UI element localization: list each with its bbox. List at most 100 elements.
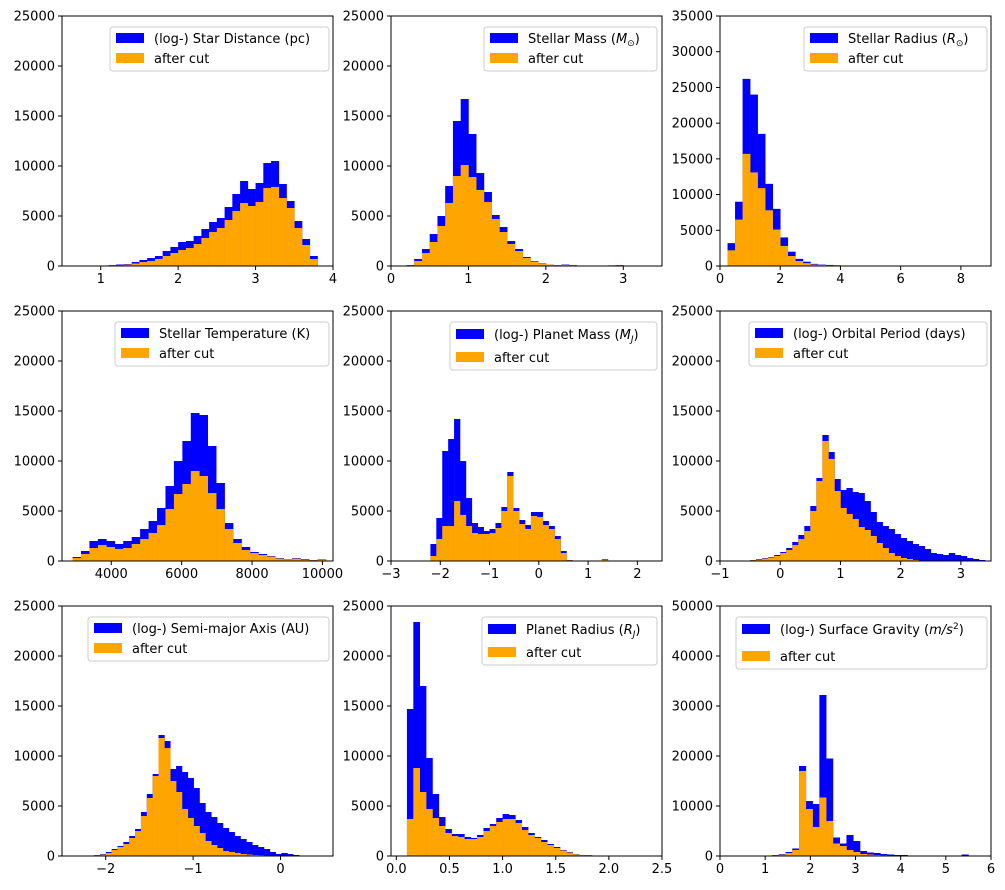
y-tick-label: 10000 bbox=[14, 750, 55, 765]
bar-cut bbox=[451, 836, 459, 856]
legend-swatch-cut bbox=[742, 651, 770, 661]
bar-cut bbox=[548, 529, 555, 561]
x-tick-label: 2.0 bbox=[599, 862, 620, 877]
legend-label-cut: after cut bbox=[132, 642, 187, 657]
bar-cut bbox=[300, 559, 310, 561]
bar-cut bbox=[792, 545, 799, 561]
bar-cut bbox=[864, 530, 871, 561]
y-tick-label: 30000 bbox=[672, 45, 713, 60]
bar-cut bbox=[211, 845, 218, 856]
bar-cut bbox=[139, 262, 148, 266]
bar-all bbox=[426, 758, 433, 856]
y-tick-label: 5000 bbox=[22, 800, 55, 815]
bar-cut bbox=[283, 559, 293, 561]
bar-cut bbox=[131, 544, 141, 561]
bar-cut bbox=[483, 831, 491, 856]
bar-cut bbox=[870, 536, 877, 561]
bar-all bbox=[876, 522, 883, 561]
bar-cut bbox=[853, 852, 861, 856]
bar-cut bbox=[888, 553, 895, 561]
y-tick-label: 25000 bbox=[14, 600, 55, 615]
bar-cut bbox=[501, 511, 508, 561]
bars-stellar-temperature bbox=[72, 413, 333, 561]
x-tick-label: −1 bbox=[480, 567, 499, 582]
y-tick-label: 5000 bbox=[351, 210, 384, 225]
bar-all bbox=[275, 854, 282, 856]
x-tick-label: 4 bbox=[897, 862, 905, 877]
bar-cut bbox=[201, 238, 210, 266]
bar-cut bbox=[123, 844, 130, 856]
bar-cut bbox=[123, 548, 132, 561]
bar-cut bbox=[561, 264, 570, 266]
y-tick-label: 0 bbox=[705, 850, 713, 865]
bar-all bbox=[240, 839, 247, 856]
y-tick-label: 30000 bbox=[672, 700, 713, 715]
x-tick-label: −3 bbox=[381, 567, 400, 582]
y-tick-label: 25000 bbox=[14, 305, 55, 320]
bar-all bbox=[406, 709, 414, 856]
bar-all bbox=[419, 686, 427, 856]
bar-cut bbox=[832, 843, 840, 856]
bar-all bbox=[193, 788, 200, 856]
y-tick-label: 15000 bbox=[343, 110, 384, 125]
bar-cut bbox=[772, 229, 781, 266]
y-tick-label: 10000 bbox=[343, 160, 384, 175]
bar-cut bbox=[178, 250, 187, 266]
bar-cut bbox=[247, 206, 256, 266]
bar-cut bbox=[182, 484, 192, 561]
bar-cut bbox=[429, 242, 438, 266]
y-tick-label: 15000 bbox=[14, 405, 55, 420]
bar-cut bbox=[559, 850, 567, 856]
y-tick-label: 10000 bbox=[343, 750, 384, 765]
bar-cut bbox=[812, 827, 820, 856]
bar-cut bbox=[129, 838, 136, 856]
bar-all bbox=[263, 849, 271, 856]
y-tick-label: 0 bbox=[705, 555, 713, 570]
x-tick-label: 8 bbox=[957, 272, 965, 287]
bar-cut bbox=[470, 839, 478, 856]
bar-cut bbox=[866, 854, 874, 856]
bar-cut bbox=[176, 792, 183, 856]
legend-label-all: (log-) Surface Gravity (m/s2) bbox=[780, 622, 964, 638]
bar-all bbox=[234, 836, 241, 856]
bar-all bbox=[413, 622, 420, 856]
y-tick-label: 15000 bbox=[343, 405, 384, 420]
x-tick-label: 0 bbox=[776, 567, 784, 582]
bar-all bbox=[942, 555, 950, 561]
bar-cut bbox=[547, 845, 554, 856]
legend-box bbox=[87, 616, 330, 662]
y-tick-label: 5000 bbox=[680, 224, 713, 239]
bar-cut bbox=[860, 854, 868, 856]
bar-cut bbox=[834, 491, 841, 561]
bar-cut bbox=[292, 558, 301, 561]
bar-cut bbox=[778, 854, 786, 856]
bar-cut bbox=[81, 554, 90, 561]
bar-cut bbox=[538, 263, 547, 266]
subplot-stellar-radius: 0 2 4 6 8 0 5000 10000 15000 20000 25000 30000 35000… bbox=[672, 10, 992, 287]
x-tick-label: −1 bbox=[184, 862, 203, 877]
bar-all bbox=[860, 851, 868, 856]
bar-cut bbox=[468, 177, 477, 266]
x-tick-label: 0 bbox=[276, 862, 284, 877]
bar-all bbox=[966, 558, 974, 561]
bars-orbital-period bbox=[744, 435, 986, 561]
bar-cut bbox=[483, 202, 492, 266]
bar-cut bbox=[170, 781, 177, 856]
x-tick-label: 1 bbox=[464, 272, 472, 287]
bar-cut bbox=[209, 232, 218, 266]
y-tick-label: 10000 bbox=[672, 455, 713, 470]
bar-cut bbox=[900, 558, 907, 561]
legend-swatch-cut bbox=[456, 352, 484, 362]
bar-cut bbox=[140, 539, 149, 561]
legend-swatch-all bbox=[116, 33, 144, 43]
axes-frame bbox=[390, 15, 663, 267]
bar-all bbox=[880, 854, 888, 856]
x-tick-label: 6 bbox=[987, 862, 995, 877]
subplot-surface-gravity: 0 1 2 3 4 5 6 0 10000 20000 30000 40000 50000 (log-) … bbox=[672, 600, 996, 878]
subplot-stellar-temperature: 4000 6000 8000 10000 0 5000 10000 15000 20000 250… bbox=[14, 305, 343, 583]
subplot-planet-mass: −3 −2 −1 0 1 2 0 5000 10000 15000 20000 25000 (log-)… bbox=[343, 305, 663, 582]
x-tick-label: 6 bbox=[897, 272, 905, 287]
bar-all bbox=[866, 852, 874, 856]
bar-cut bbox=[852, 519, 859, 561]
bar-all bbox=[853, 841, 861, 856]
